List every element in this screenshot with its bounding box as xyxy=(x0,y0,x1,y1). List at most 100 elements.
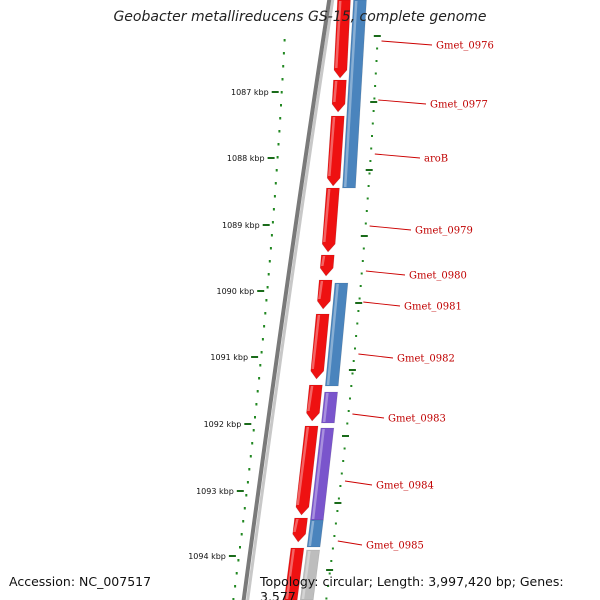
kbp-tick-label: 1088 kbp xyxy=(227,154,265,163)
gene-label-group: Gmet_0976 Gmet_0977 aroB Gmet_0979 Gmet_0980… xyxy=(337,41,494,552)
minor-dot xyxy=(343,447,346,450)
cds-forward xyxy=(333,0,351,79)
kbp-dot xyxy=(252,429,255,432)
minor-dot xyxy=(367,185,370,187)
minor-dot xyxy=(333,535,336,537)
backbone-shadow xyxy=(246,0,335,600)
kbp-tick-mark xyxy=(267,157,275,159)
kbp-tick-label: 1090 kbp xyxy=(216,287,254,296)
kbp-dot xyxy=(237,559,240,562)
kbp-tick-group: 1087 kbp 1088 kbp 1089 kbp 1090 kbp 1091 kbp… xyxy=(188,88,279,561)
minor-dot xyxy=(371,122,374,125)
minor-dot xyxy=(360,272,363,275)
minor-dot xyxy=(355,335,358,337)
kbp-dot xyxy=(276,156,279,159)
minor-dot xyxy=(376,47,379,50)
kbp-tick-label: 1092 kbp xyxy=(204,420,242,429)
cds-forward xyxy=(283,547,305,600)
kbp-dot xyxy=(278,130,281,133)
kbp-dot xyxy=(273,195,276,198)
kbp-tick-mark xyxy=(228,555,236,557)
gene-leader-line xyxy=(365,270,406,276)
map-title: Geobacter metallireducens GS-15, complet… xyxy=(113,9,487,25)
kbp-dot xyxy=(272,208,275,211)
kbp-tick-label: 1089 kbp xyxy=(222,221,260,230)
minor-tick-mark xyxy=(355,302,363,304)
gene-leader-line xyxy=(358,353,394,359)
minor-dot xyxy=(366,197,369,200)
minor-dot xyxy=(358,297,361,300)
minor-dot xyxy=(331,547,334,550)
minor-dot xyxy=(340,472,343,475)
kbp-dot-track xyxy=(232,35,381,600)
gene-label: Gmet_0976 xyxy=(436,41,494,52)
minor-dot xyxy=(352,360,355,362)
kbp-tick-mark xyxy=(251,356,259,358)
gene-label: Gmet_0982 xyxy=(397,354,455,365)
minor-dot xyxy=(371,135,373,137)
kbp-dot xyxy=(270,234,273,237)
kbp-dot xyxy=(243,507,246,510)
minor-dot xyxy=(359,285,362,287)
kbp-dot xyxy=(232,598,235,600)
kbp-dot xyxy=(249,455,252,458)
kbp-tick-mark xyxy=(262,224,270,226)
kbp-tick-mark xyxy=(244,423,252,425)
kbp-dot xyxy=(264,312,267,315)
cds-forward xyxy=(317,279,333,310)
accession-text: Accession: NC_007517 xyxy=(9,574,152,589)
minor-dot xyxy=(349,397,351,400)
gene-leader-line xyxy=(344,480,373,486)
minor-dot xyxy=(374,85,377,87)
minor-dot xyxy=(339,485,342,487)
minor-dot xyxy=(373,97,376,100)
minor-tick-mark xyxy=(373,35,381,37)
minor-dot xyxy=(346,422,349,425)
kbp-dot xyxy=(240,533,243,536)
kbp-dot xyxy=(267,273,270,276)
cds-forward xyxy=(319,254,335,277)
kbp-dot xyxy=(239,546,241,549)
cds-forward xyxy=(331,79,347,113)
gene-label: Gmet_0979 xyxy=(415,226,473,237)
minor-dot xyxy=(369,160,372,162)
minor-tick-mark xyxy=(360,235,368,237)
minor-dot xyxy=(330,560,333,562)
kbp-dot xyxy=(271,221,274,224)
minor-dot xyxy=(375,60,378,62)
kbp-tick-label: 1093 kbp xyxy=(196,487,234,496)
kbp-dot xyxy=(269,247,272,250)
kbp-dot xyxy=(266,286,269,289)
kbp-dot xyxy=(259,364,262,367)
gene-label: aroB xyxy=(424,154,448,165)
minor-dot xyxy=(350,385,353,387)
gene-leader-line xyxy=(337,540,363,546)
kbp-dot xyxy=(255,403,258,406)
gene-label: Gmet_0985 xyxy=(366,541,424,552)
kbp-dot xyxy=(242,520,245,523)
minor-dot xyxy=(334,522,337,525)
kbp-dot xyxy=(279,117,282,120)
minor-dot xyxy=(372,110,375,112)
minor-dot xyxy=(325,597,328,600)
minor-dot xyxy=(354,347,356,350)
minor-dot xyxy=(362,247,365,250)
minor-dot xyxy=(347,410,350,412)
cds-forward xyxy=(326,115,345,187)
kbp-dot xyxy=(282,65,285,68)
cds-purple xyxy=(310,427,335,521)
cds-reverse xyxy=(342,0,367,189)
minor-dot xyxy=(364,222,367,225)
kbp-dot xyxy=(281,78,284,81)
gene-leader-line xyxy=(363,301,401,307)
cds-feature-track xyxy=(283,0,367,600)
cds-forward xyxy=(295,425,319,516)
cds-forward xyxy=(292,517,308,543)
minor-tick-mark xyxy=(326,569,334,571)
kbp-dot xyxy=(235,572,238,575)
kbp-tick-mark xyxy=(236,490,244,492)
minor-dot xyxy=(374,72,377,75)
kbp-dot xyxy=(282,52,285,55)
